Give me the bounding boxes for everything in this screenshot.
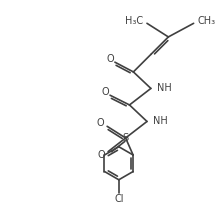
Text: O: O — [97, 150, 105, 160]
Text: O: O — [97, 118, 104, 128]
Text: Cl: Cl — [114, 194, 124, 204]
Text: S: S — [123, 133, 129, 143]
Text: H₃C: H₃C — [125, 16, 143, 26]
Text: NH: NH — [157, 83, 171, 93]
Text: O: O — [101, 87, 109, 97]
Text: NH: NH — [153, 116, 168, 126]
Text: CH₃: CH₃ — [198, 16, 216, 26]
Text: O: O — [106, 54, 114, 64]
